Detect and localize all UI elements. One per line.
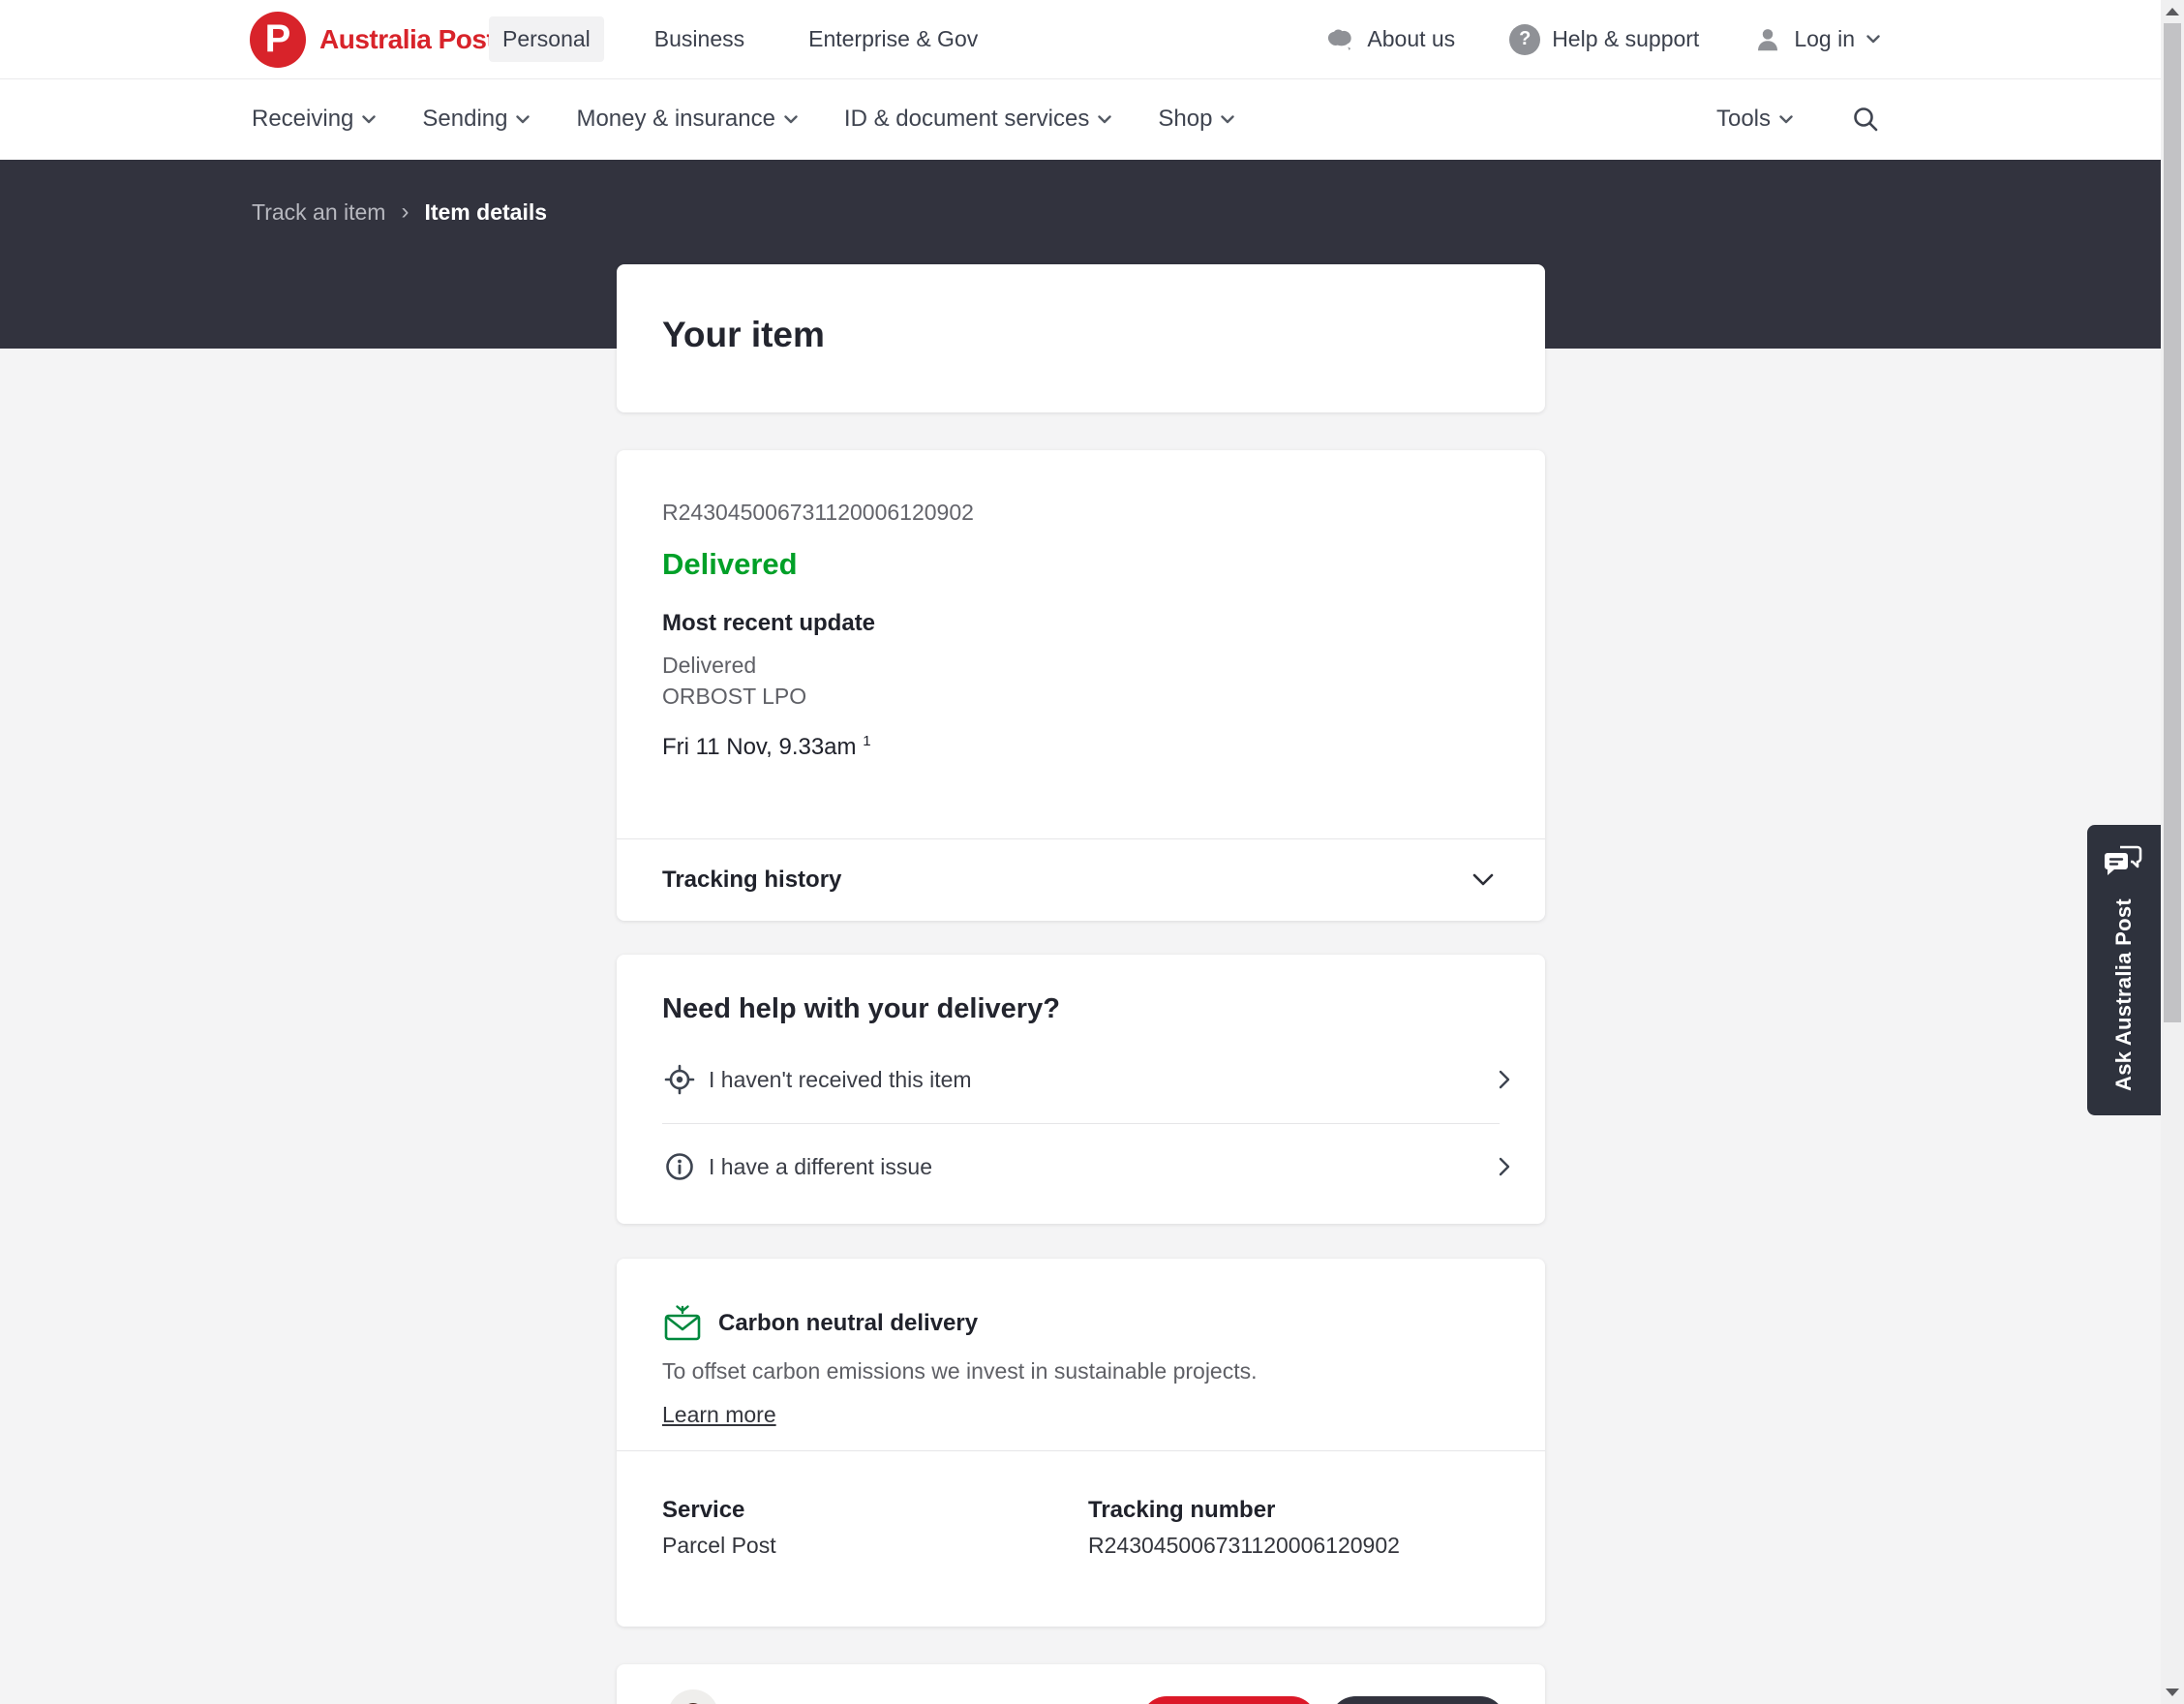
carbon-neutral-header: Carbon neutral delivery bbox=[662, 1303, 978, 1344]
audience-tabs: Personal Business Enterprise & Gov bbox=[489, 16, 991, 62]
nav-item-shop[interactable]: Shop bbox=[1158, 106, 1235, 133]
scrollbar-up-icon[interactable] bbox=[2161, 2, 2184, 21]
help-item-label: I haven't received this item bbox=[709, 1066, 972, 1092]
status-card: R243045006731120006120902 Delivered Most… bbox=[617, 450, 1545, 921]
bottom-card-partial bbox=[617, 1664, 1545, 1704]
update-status: Delivered bbox=[662, 653, 757, 678]
breadcrumb-chevron-icon: › bbox=[401, 198, 410, 225]
divider bbox=[662, 1123, 1500, 1124]
tracking-number: R243045006731120006120902 bbox=[662, 500, 974, 525]
about-us-link[interactable]: About us bbox=[1324, 26, 1455, 52]
divider bbox=[617, 1450, 1545, 1451]
utility-nav: About us ? Help & support Log in bbox=[1324, 23, 1880, 55]
main-nav: Receiving Sending Money & insurance ID &… bbox=[0, 79, 2161, 159]
need-help-heading: Need help with your delivery? bbox=[662, 993, 1060, 1024]
carbon-neutral-title: Carbon neutral delivery bbox=[718, 1310, 979, 1336]
tab-enterprise-gov[interactable]: Enterprise & Gov bbox=[808, 26, 979, 51]
login-menu[interactable]: Log in bbox=[1753, 25, 1880, 54]
tools-label: Tools bbox=[1715, 106, 1771, 132]
nav-label: ID & document services bbox=[843, 106, 1090, 132]
nav-label: Shop bbox=[1158, 106, 1213, 132]
help-support-link[interactable]: ? Help & support bbox=[1509, 23, 1700, 55]
ask-australia-post-chat-tab[interactable]: Ask Australia Post bbox=[2087, 825, 2161, 1115]
crosshair-icon bbox=[662, 1062, 701, 1097]
nav-label: Money & insurance bbox=[576, 106, 775, 132]
footnote-marker: 1 bbox=[863, 733, 871, 749]
service-label: Service bbox=[662, 1497, 745, 1523]
need-help-card: Need help with your delivery? I haven't … bbox=[617, 955, 1545, 1224]
help-item-different-issue[interactable]: I have a different issue bbox=[662, 1137, 1510, 1197]
chevron-down-icon bbox=[516, 114, 531, 123]
nav-item-sending[interactable]: Sending bbox=[422, 106, 531, 133]
chevron-down-icon bbox=[1221, 114, 1235, 123]
carbon-neutral-envelope-icon bbox=[664, 1305, 701, 1341]
carbon-neutral-body: To offset carbon emissions we invest in … bbox=[662, 1358, 1258, 1384]
breadcrumb: Track an item › Item details bbox=[252, 198, 547, 226]
chevron-right-icon bbox=[1499, 1070, 1510, 1089]
tracking-history-accordion[interactable]: Tracking history bbox=[617, 838, 1545, 921]
help-item-label: I have a different issue bbox=[709, 1153, 932, 1179]
user-icon bbox=[1758, 28, 1778, 50]
nav-label: Sending bbox=[422, 106, 508, 132]
nav-item-tools[interactable]: Tools bbox=[1716, 106, 1793, 133]
breadcrumb-track-an-item[interactable]: Track an item bbox=[252, 198, 386, 225]
tab-business[interactable]: Business bbox=[653, 26, 745, 51]
help-item-not-received[interactable]: I haven't received this item bbox=[662, 1050, 1510, 1110]
most-recent-update-heading: Most recent update bbox=[662, 610, 876, 636]
chevron-down-icon bbox=[1098, 114, 1112, 123]
tab-personal[interactable]: Personal bbox=[489, 16, 604, 62]
carbon-details-card: Carbon neutral delivery To offset carbon… bbox=[617, 1259, 1545, 1627]
tracking-number-detail: Tracking number R24304500673112000612090… bbox=[1088, 1497, 1400, 1559]
most-recent-update-details: Delivered ORBOST LPO bbox=[662, 650, 806, 712]
your-item-card: Your item bbox=[617, 264, 1545, 412]
update-datetime: Fri 11 Nov, 9.33am 1 bbox=[662, 733, 871, 760]
logo-icon: P bbox=[250, 11, 306, 68]
chat-tab-label: Ask Australia Post bbox=[2111, 898, 2136, 1091]
australia-map-icon bbox=[1328, 29, 1352, 50]
scrollbar[interactable] bbox=[2161, 0, 2184, 1704]
primary-action-button[interactable] bbox=[1141, 1696, 1317, 1704]
header-top-bar: P Australia Post Personal Business Enter… bbox=[0, 0, 2161, 79]
chevron-down-icon bbox=[784, 114, 798, 123]
nav-item-receiving[interactable]: Receiving bbox=[252, 106, 377, 133]
breadcrumb-item-details: Item details bbox=[424, 198, 548, 225]
status-badge: Delivered bbox=[662, 547, 798, 581]
chevron-down-icon bbox=[362, 114, 377, 123]
main-nav-items: Receiving Sending Money & insurance ID &… bbox=[252, 106, 1235, 133]
nav-label: Receiving bbox=[252, 106, 354, 132]
about-us-label: About us bbox=[1367, 26, 1456, 51]
chevron-down-icon bbox=[1866, 35, 1880, 44]
help-support-label: Help & support bbox=[1552, 26, 1700, 51]
chevron-down-icon bbox=[1472, 873, 1494, 886]
learn-more-link[interactable]: Learn more bbox=[662, 1402, 776, 1427]
nav-item-id-document-services[interactable]: ID & document services bbox=[843, 106, 1112, 133]
tracking-number-label: Tracking number bbox=[1088, 1497, 1276, 1523]
scrollbar-thumb[interactable] bbox=[2164, 23, 2181, 1022]
chevron-down-icon bbox=[1779, 114, 1793, 123]
nav-right: Tools bbox=[1716, 105, 1880, 134]
info-icon bbox=[662, 1149, 701, 1184]
chat-bubbles-icon bbox=[2105, 845, 2142, 875]
login-label: Log in bbox=[1794, 26, 1855, 51]
header: P Australia Post Personal Business Enter… bbox=[0, 0, 2161, 160]
avatar bbox=[668, 1689, 718, 1704]
divider bbox=[617, 838, 1545, 839]
tracking-history-label: Tracking history bbox=[662, 867, 842, 893]
update-location: ORBOST LPO bbox=[662, 684, 807, 709]
australia-post-logo[interactable]: P Australia Post bbox=[250, 11, 496, 68]
scrollbar-down-icon[interactable] bbox=[2161, 1683, 2184, 1702]
service-value: Parcel Post bbox=[662, 1533, 776, 1558]
nav-item-money-insurance[interactable]: Money & insurance bbox=[576, 106, 798, 133]
tracking-number-value: R243045006731120006120902 bbox=[1088, 1533, 1400, 1558]
secondary-action-button[interactable] bbox=[1330, 1696, 1505, 1704]
page-title: Your item bbox=[662, 315, 825, 354]
help-icon: ? bbox=[1509, 23, 1541, 55]
search-icon[interactable] bbox=[1851, 105, 1880, 134]
logo-text: Australia Post bbox=[319, 23, 496, 54]
service-detail: Service Parcel Post bbox=[662, 1497, 776, 1559]
chevron-right-icon bbox=[1499, 1157, 1510, 1176]
